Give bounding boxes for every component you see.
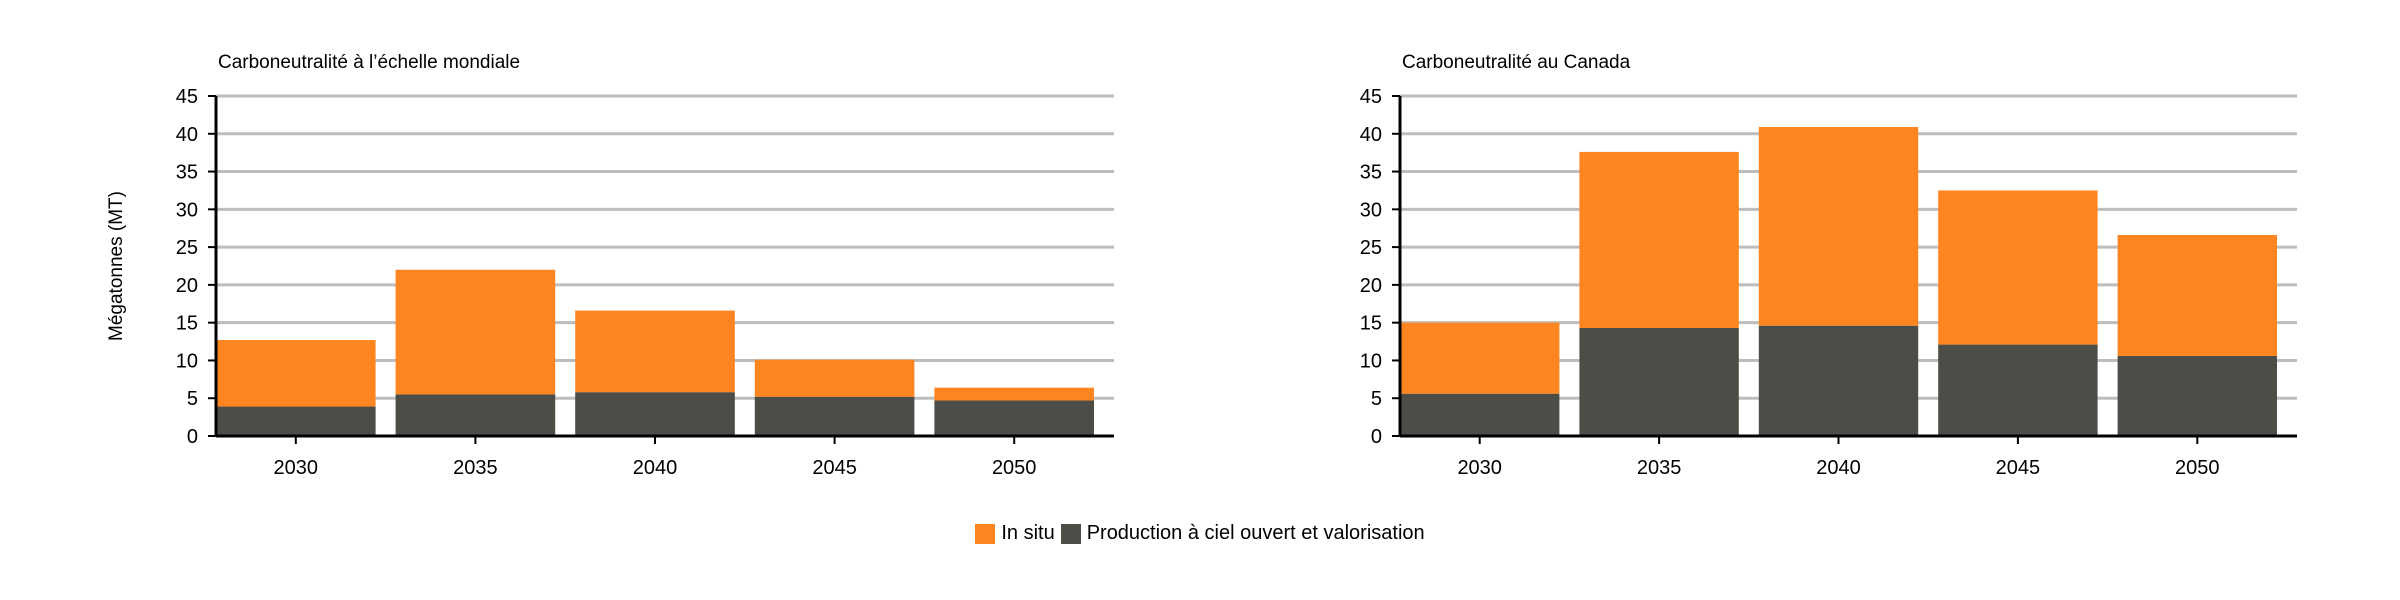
legend-label-production: Production à ciel ouvert et valorisation (1086, 522, 1425, 544)
chart-canvas: Carboneutralité à l’échelle mondiale Méga… (106, 52, 2297, 479)
chart1-bar-in-situ-2050 (934, 387, 1094, 401)
chart2-bar-in-situ-2050 (2117, 235, 2277, 356)
chart2-bar-production-2050 (2117, 355, 2277, 436)
chart2-x-tick-label: 2035 (1637, 457, 1682, 479)
chart1-y-tick-label: 10 (176, 350, 198, 372)
chart2-bar-production-2035 (1579, 327, 1739, 436)
chart2-x-tick-label: 2045 (1996, 457, 2041, 479)
legend-swatch-production (1060, 523, 1081, 544)
chart1-y-tick-label: 20 (176, 275, 198, 297)
chart2-x-tick-label: 2050 (2175, 457, 2220, 479)
chart-legend: In situ Production à ciel ouvert et valo… (0, 522, 2400, 545)
chart2-y-tick-label: 45 (1360, 86, 1382, 108)
chart1-bar-production-2045 (754, 396, 915, 436)
chart1-x-tick-label: 2050 (992, 457, 1037, 479)
chart1-y-tick-label: 40 (176, 124, 198, 146)
chart2-x-tick-label: 2040 (1816, 457, 1861, 479)
chart1-bar-in-situ-2035 (395, 269, 556, 395)
chart2-y-tick-label: 30 (1360, 199, 1382, 221)
chart1-bar-in-situ-2040 (575, 310, 735, 393)
chart2-bar-production-2045 (1938, 344, 2098, 436)
chart2-y-tick-label: 15 (1360, 313, 1382, 335)
chart2-y-tick-label: 5 (1371, 388, 1382, 410)
chart2-title: Carboneutralité au Canada (1402, 52, 1631, 73)
chart2-bar-production-2030 (1400, 393, 1560, 436)
chart1-y-tick-label: 25 (176, 237, 198, 259)
chart1-x-tick-label: 2030 (274, 457, 319, 479)
chart1-y-axis-label: Mégatonnes (MT) (106, 191, 127, 341)
chart1-bar-production-2040 (575, 392, 735, 436)
chart2-y-tick-label: 40 (1360, 124, 1382, 146)
chart1-y-tick-label: 5 (187, 388, 198, 410)
chart2-x-tick-label: 2030 (1457, 457, 1502, 479)
chart1-y-tick-label: 0 (187, 426, 198, 448)
chart1-x-tick-label: 2045 (812, 457, 857, 479)
chart2-y-tick-label: 25 (1360, 237, 1382, 259)
chart2-bar-in-situ-2045 (1938, 190, 2098, 345)
chart2-y-tick-label: 35 (1360, 162, 1382, 184)
legend-swatch-in-situ (975, 523, 996, 544)
chart2-bar-in-situ-2035 (1579, 151, 1739, 328)
chart1-bar-in-situ-2045 (754, 359, 915, 397)
chart2-y-tick-label: 20 (1360, 275, 1382, 297)
legend-label-in-situ: In situ (1001, 522, 1055, 544)
chart2-bar-in-situ-2040 (1758, 126, 1919, 326)
chart2-y-tick-label: 10 (1360, 350, 1382, 372)
chart2-y-tick-label: 0 (1371, 426, 1382, 448)
chart1-y-tick-label: 45 (176, 86, 198, 108)
chart1-x-tick-label: 2040 (633, 457, 678, 479)
chart1-bar-production-2050 (934, 400, 1094, 436)
chart2-bar-production-2040 (1758, 325, 1919, 436)
legend-item-production: Production à ciel ouvert et valorisation (1060, 522, 1425, 545)
chart1-y-tick-label: 30 (176, 199, 198, 221)
chart1-bar-production-2030 (216, 406, 376, 436)
chart2-bar-in-situ-2030 (1400, 322, 1560, 394)
legend-item-in-situ: In situ (975, 522, 1055, 545)
chart1-title: Carboneutralité à l’échelle mondiale (218, 52, 520, 73)
chart1-y-tick-label: 15 (176, 313, 198, 335)
chart1-y-tick-label: 35 (176, 162, 198, 184)
chart1-bar-production-2035 (395, 394, 556, 436)
chart1-bar-in-situ-2030 (216, 340, 376, 407)
chart1-x-tick-label: 2035 (453, 457, 498, 479)
